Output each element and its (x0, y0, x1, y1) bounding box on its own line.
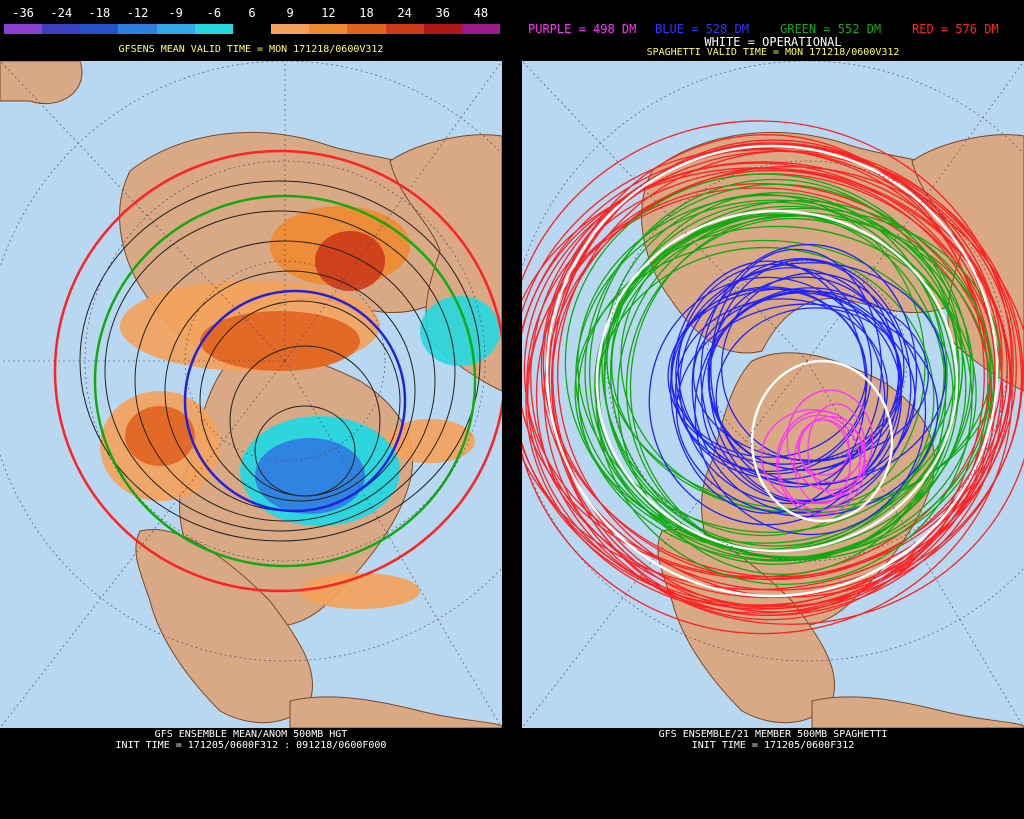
legend-label: -9 (168, 6, 183, 20)
spaghetti-contour (677, 263, 873, 475)
legend-swatch (271, 24, 310, 34)
mean-footer-init-time: INIT TIME = 171205/0600F312 : 091218/060… (115, 740, 387, 751)
spaghetti-map (522, 61, 1024, 728)
spaghetti-contour (691, 258, 912, 514)
spaghetti-contour (617, 213, 947, 576)
legend-label: -36 (12, 6, 34, 20)
spaghetti-contour (648, 276, 886, 526)
spaghetti-contour (589, 178, 960, 565)
spaghetti-contour (670, 288, 868, 458)
anomaly-legend-labels: -36 -24 -18 -12 -9 -6 6 9 12 18 24 36 48 (4, 6, 500, 22)
anomaly-color-legend (4, 24, 501, 34)
spaghetti-contour (670, 260, 867, 514)
legend-swatch (347, 24, 386, 34)
legend-swatch (118, 24, 157, 34)
spaghetti-contour (530, 147, 1023, 608)
spaghetti-contour (667, 288, 902, 465)
legend-label: 6 (248, 6, 256, 20)
legend-label: 48 (473, 6, 489, 20)
legend-swatch (309, 24, 348, 34)
spaghetti-contour (577, 225, 977, 562)
legend-label: -24 (50, 6, 73, 20)
panel-divider (502, 0, 522, 819)
spaghetti-contour (584, 183, 972, 561)
spaghetti-contour (595, 214, 973, 586)
spaghetti-contour (701, 292, 903, 503)
spaghetti-footer-title: GFS ENSEMBLE/21 MEMBER 500MB SPAGHETTI (658, 729, 888, 740)
spaghetti-contour (543, 165, 1024, 625)
legend-label: -6 (206, 6, 222, 20)
legend-label: 12 (321, 6, 336, 20)
spaghetti-panel: PURPLE = 498 DM BLUE = 528 DM GREEN = 55… (522, 0, 1024, 819)
spaghetti-contour (694, 287, 927, 536)
spaghetti-contour (777, 414, 861, 511)
spaghetti-map-graphic (522, 61, 1024, 728)
legend-label: 18 (359, 6, 374, 20)
spaghetti-contour (577, 194, 964, 533)
spaghetti-contour (715, 307, 916, 486)
legend-label: 9 (286, 6, 294, 20)
ensemble-mean-map-graphic (0, 61, 502, 728)
ensemble-mean-map (0, 61, 502, 728)
legend-swatch (385, 24, 424, 34)
legend-blue: BLUE = 528 DM (655, 22, 749, 36)
spaghetti-contour (611, 215, 992, 515)
ensemble-mean-panel: -36 -24 -18 -12 -9 -6 6 9 12 18 24 36 48 GFSENS MEAN… (0, 0, 502, 819)
legend-purple: PURPLE = 498 DM (528, 22, 637, 36)
spaghetti-contour (776, 410, 866, 516)
legend-swatch (156, 24, 195, 34)
spaghetti-contour (807, 403, 866, 496)
legend-swatch (461, 24, 501, 34)
legend-swatch (4, 24, 43, 34)
operational-contours (545, 144, 999, 598)
operational-label: WHITE = OPERATIONAL (704, 35, 842, 49)
spaghetti-footer-init-time: INIT TIME = 171205/0600F312 (691, 740, 855, 751)
spaghetti-valid-time-title: SPAGHETTI VALID TIME = MON 171218/0600V3… (646, 47, 900, 58)
legend-swatch (80, 24, 119, 34)
spaghetti-contour (707, 290, 903, 471)
mean-footer-title: GFS ENSEMBLE MEAN/ANOM 500MB HGT (154, 729, 348, 740)
legend-label: -18 (88, 6, 111, 20)
spaghetti-contour (798, 415, 863, 483)
spaghetti-contour (522, 149, 1013, 635)
legend-swatch (42, 24, 81, 34)
purple-498dm-contours (760, 389, 874, 516)
legend-label: -12 (126, 6, 149, 20)
spaghetti-contour (710, 248, 883, 488)
legend-swatch (423, 24, 462, 34)
mean-valid-time-title: GFSENS MEAN VALID TIME = MON 171218/0600… (118, 44, 384, 55)
legend-label: 36 (435, 6, 450, 20)
legend-green: GREEN = 552 DM (780, 22, 882, 36)
spaghetti-contour (625, 217, 960, 560)
spaghetti-contour (786, 389, 874, 491)
spaghetti-contour (604, 200, 995, 561)
blue-528dm-contours (648, 243, 947, 536)
legend-label: 24 (397, 6, 412, 20)
legend-swatch (232, 24, 272, 34)
spaghetti-contour (522, 120, 1013, 606)
legend-swatch (194, 24, 233, 34)
legend-red: RED = 576 DM (912, 22, 999, 36)
